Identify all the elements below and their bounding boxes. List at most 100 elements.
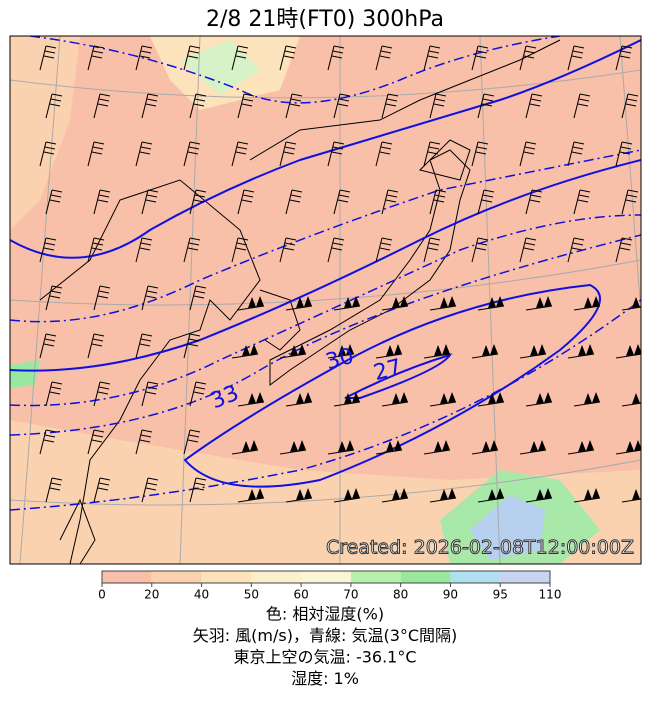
barb — [440, 488, 456, 500]
barb — [87, 141, 95, 167]
colorbar-segment — [201, 571, 252, 583]
barb — [385, 189, 399, 203]
barb — [141, 189, 149, 215]
barb — [536, 392, 552, 404]
barb — [93, 477, 101, 503]
barb — [386, 440, 402, 452]
barb — [97, 189, 111, 203]
barb — [193, 477, 207, 491]
barb — [237, 401, 265, 407]
colorbar-tick-label: 60 — [293, 588, 308, 602]
barb — [519, 141, 527, 167]
barb — [333, 305, 361, 311]
colorbar-frame — [101, 570, 551, 584]
barb — [331, 141, 345, 155]
barb — [385, 93, 399, 107]
barb — [523, 45, 537, 59]
humidity-field — [10, 36, 80, 230]
barb — [567, 449, 595, 455]
barb — [536, 488, 552, 500]
barb — [145, 285, 159, 299]
barb — [386, 344, 402, 356]
colorbar-tick-label: 95 — [493, 588, 508, 602]
barb — [327, 141, 335, 167]
barb — [279, 141, 287, 167]
barb — [427, 237, 441, 251]
barb — [49, 477, 63, 491]
barb — [375, 45, 383, 71]
title: 2/8 21時(FT0) 300hPa — [206, 7, 444, 32]
barb — [573, 93, 581, 119]
barb — [571, 237, 585, 251]
barb — [381, 305, 409, 311]
barb — [231, 449, 259, 455]
barb — [584, 488, 600, 500]
barb — [235, 45, 249, 59]
barb — [45, 477, 53, 503]
barb — [626, 344, 641, 356]
barb — [567, 353, 595, 359]
barb — [231, 45, 239, 71]
barb — [434, 440, 450, 452]
barb — [381, 189, 389, 215]
colorbar-tick-label: 0 — [98, 588, 106, 602]
barb — [584, 392, 600, 404]
barb — [91, 429, 105, 443]
barb — [296, 488, 312, 500]
barb — [327, 237, 335, 263]
humidity-field — [180, 40, 260, 95]
barb — [135, 141, 143, 167]
barb — [189, 477, 197, 503]
map-area: 33 30 27 Created: 2026-02-08T12:00:00Z — [10, 36, 641, 564]
barb — [283, 141, 297, 155]
colorbar-tick-label: 110 — [539, 588, 562, 602]
barb — [344, 296, 360, 308]
barb — [615, 141, 623, 167]
barb — [471, 237, 479, 263]
barb — [189, 285, 197, 311]
barb — [488, 392, 504, 404]
barb — [187, 429, 201, 443]
barb — [193, 189, 207, 203]
barb — [621, 93, 629, 119]
barb — [45, 189, 53, 215]
barb — [93, 381, 101, 407]
barb — [477, 93, 485, 119]
barb — [237, 305, 265, 311]
barb — [381, 401, 409, 407]
barb — [49, 381, 63, 395]
barb — [237, 497, 265, 503]
barb — [237, 189, 245, 215]
barb — [327, 449, 355, 455]
barb — [481, 93, 495, 107]
barb — [488, 488, 504, 500]
barb — [91, 237, 105, 251]
barb — [626, 440, 641, 452]
barb — [45, 285, 53, 311]
barb — [333, 401, 361, 407]
barb — [93, 93, 101, 119]
barb — [87, 45, 95, 71]
barb — [183, 333, 191, 359]
colorbar-segment — [400, 571, 451, 583]
barb — [183, 45, 191, 71]
footer-line: 色: 相対湿度(%) — [266, 605, 384, 624]
barb — [530, 440, 546, 452]
footer-line: 矢羽: 風(m/s)，青線: 気温(3°C間隔) — [193, 626, 458, 645]
barb — [289, 93, 303, 107]
barb — [135, 333, 143, 359]
barb — [615, 449, 641, 455]
isotherm — [10, 36, 641, 511]
barb — [381, 497, 409, 503]
barb — [141, 477, 149, 503]
barb — [475, 141, 489, 155]
barb — [135, 429, 143, 455]
barb — [189, 189, 197, 215]
barb — [525, 189, 533, 215]
footer: 色: 相対湿度(%) 矢羽: 風(m/s)，青線: 気温(3°C間隔) 東京上空の気… — [193, 605, 458, 689]
barb — [427, 141, 441, 155]
barb — [91, 141, 105, 155]
barb — [429, 93, 437, 119]
barb — [379, 141, 393, 155]
